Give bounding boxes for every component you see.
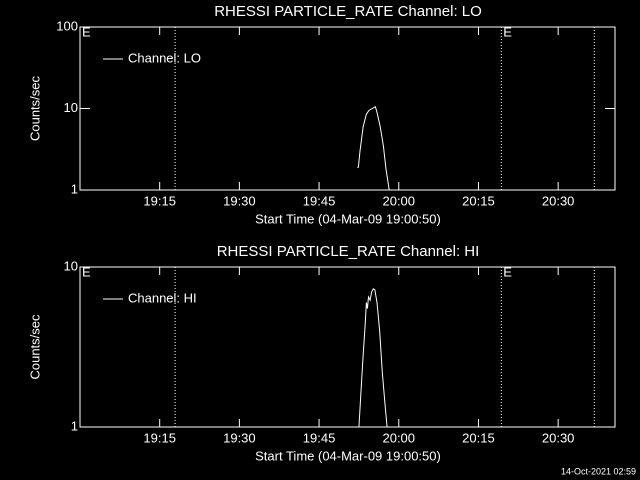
annotation: E [503, 24, 512, 39]
y-tick-label: 1 [71, 418, 78, 433]
x-tick-label: 19:45 [303, 430, 336, 445]
x-tick-label: 20:00 [382, 193, 415, 208]
x-tick-label: 20:30 [542, 193, 575, 208]
x-tick-label: 20:15 [462, 193, 495, 208]
x-tick-label: 19:15 [143, 430, 176, 445]
annotation: E [503, 264, 512, 279]
y-tick-label: 1 [71, 181, 78, 196]
legend-label: Channel: LO [128, 50, 201, 65]
x-tick-label: 19:30 [223, 193, 256, 208]
x-tick-label: 19:15 [143, 193, 176, 208]
plot-frame [79, 266, 616, 428]
chart-title: RHESSI PARTICLE_RATE Channel: LO [214, 3, 482, 20]
series-line [358, 288, 388, 428]
y-tick-label: 10 [64, 100, 78, 115]
y-tick-label: 100 [56, 18, 78, 33]
x-tick-label: 20:30 [542, 430, 575, 445]
legend-label: Channel: HI [128, 290, 197, 305]
y-axis-label: Counts/sec [27, 314, 42, 380]
x-tick-label: 20:15 [462, 430, 495, 445]
x-tick-label: 19:30 [223, 430, 256, 445]
y-tick-label: 10 [64, 258, 78, 273]
x-tick-label: 20:00 [382, 430, 415, 445]
x-axis-label: Start Time (04-Mar-09 19:00:50) [255, 448, 441, 463]
annotation: E [82, 24, 91, 39]
series-line [357, 106, 390, 191]
x-tick-label: 19:45 [303, 193, 336, 208]
chart-title: RHESSI PARTICLE_RATE Channel: HI [217, 243, 480, 260]
footer: 14-Oct-2021 02:59 [561, 466, 636, 476]
x-axis-label: Start Time (04-Mar-09 19:00:50) [255, 211, 441, 226]
y-axis-label: Counts/sec [27, 75, 42, 141]
annotation: E [82, 264, 91, 279]
